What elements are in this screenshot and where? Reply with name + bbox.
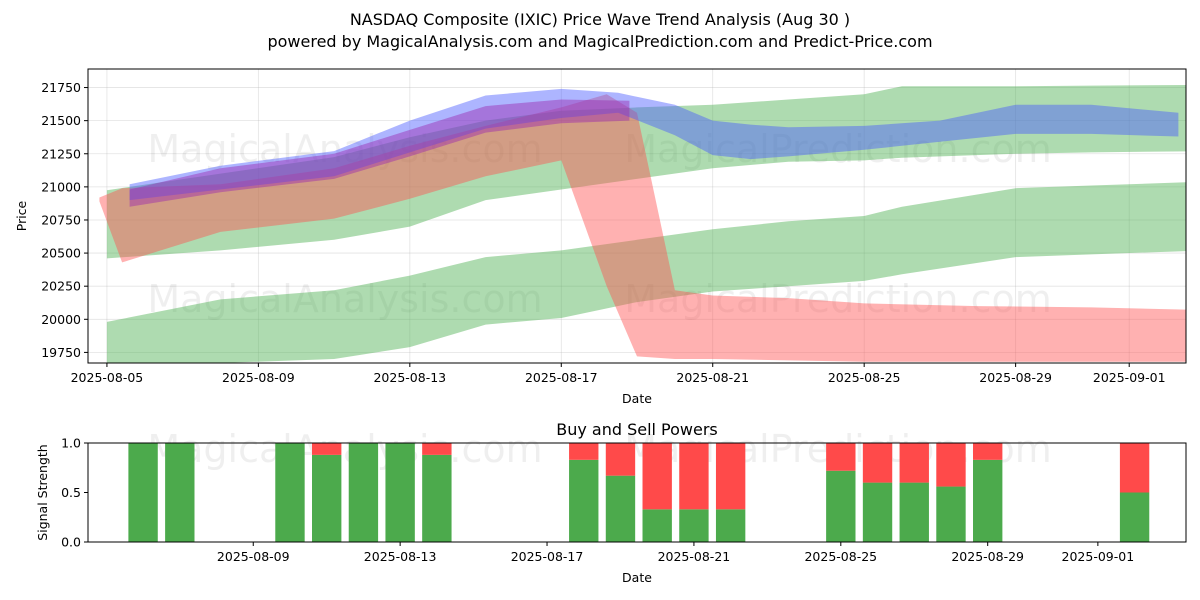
plot-frame: [87, 68, 1187, 364]
x-tick-label: 2025-08-25: [804, 549, 877, 564]
sell-bar: [715, 443, 746, 510]
x-tick-label: 2025-09-01: [1062, 549, 1135, 564]
watermark-text: MagicalPrediction.com: [624, 127, 1052, 171]
y-tick-label: 1.0: [61, 436, 81, 451]
x-tick-label: 2025-08-13: [373, 370, 446, 385]
x-tick-label: 2025-08-29: [979, 370, 1052, 385]
sell-bar: [899, 443, 929, 483]
x-tick-label: 2025-08-09: [222, 370, 295, 385]
buy-sell-plot: MagicalAnalysis.comMagicalPrediction.com…: [35, 420, 1187, 585]
sell-bar: [936, 443, 966, 487]
y-axis-label: Signal Strength: [35, 444, 50, 540]
buy-bar: [679, 509, 709, 542]
buy-bar: [605, 475, 636, 542]
buy-bar: [826, 470, 856, 542]
x-tick-label: 2025-08-17: [511, 549, 584, 564]
y-tick-label: 21000: [41, 179, 81, 194]
y-tick-label: 20250: [41, 279, 81, 294]
sell-bar: [605, 443, 636, 476]
x-tick-label: 2025-08-13: [364, 549, 437, 564]
y-tick-label: 20500: [41, 246, 81, 261]
x-axis-label: Date: [622, 570, 652, 585]
x-tick-label: 2025-08-21: [658, 549, 731, 564]
buy-bar: [275, 443, 305, 542]
sell-bar: [569, 443, 599, 460]
chart-subtitle: powered by MagicalAnalysis.com and Magic…: [267, 32, 932, 51]
x-tick-label: 2025-09-01: [1093, 370, 1166, 385]
series-band-purple-wave: [129, 99, 630, 207]
sell-bar: [862, 443, 893, 483]
buy-bar: [862, 482, 893, 542]
watermark-text: MagicalAnalysis.com: [147, 127, 542, 171]
x-tick-label: 2025-08-09: [217, 549, 290, 564]
buy-bar: [642, 509, 672, 542]
sell-bar: [679, 443, 709, 510]
y-axis-label: Price: [14, 200, 29, 231]
x-tick-label: 2025-08-05: [71, 370, 144, 385]
buy-bar: [422, 454, 452, 542]
y-tick-label: 19750: [41, 345, 81, 360]
series-band-red-band: [99, 94, 1186, 362]
sell-bar: [1119, 443, 1150, 493]
series-band-green-band-upper: [106, 85, 1186, 259]
buy-bar: [973, 459, 1003, 542]
series-band-green-band-middle: [106, 182, 1186, 363]
x-tick-label: 2025-08-29: [951, 549, 1024, 564]
sell-bar: [973, 443, 1003, 460]
price-wave-plot: MagicalAnalysis.com MagicalPrediction.com…: [14, 68, 1187, 406]
x-tick-label: 2025-08-25: [828, 370, 901, 385]
buy-bar: [312, 454, 342, 542]
sell-bar: [826, 443, 856, 471]
y-tick-label: 0.5: [61, 485, 81, 500]
y-tick-label: 21250: [41, 146, 81, 161]
watermark-text: MagicalAnalysis.com: [147, 277, 542, 321]
series-bands: [99, 85, 1186, 363]
sell-bar: [642, 443, 672, 510]
buy-bar: [569, 459, 599, 542]
y-tick-label: 21750: [41, 80, 81, 95]
buy-bar: [715, 509, 746, 542]
buy-bar: [348, 443, 379, 542]
buy-bar: [1119, 492, 1150, 542]
y-tick-label: 0.0: [61, 535, 81, 550]
subplot-title: Buy and Sell Powers: [556, 420, 718, 439]
x-tick-label: 2025-08-21: [676, 370, 749, 385]
sell-bar: [312, 443, 342, 455]
watermark-text: MagicalPrediction.com: [624, 277, 1052, 321]
y-tick-label: 20000: [41, 312, 81, 327]
buy-bar: [165, 443, 195, 542]
x-axis-label: Date: [622, 391, 652, 406]
buy-bar: [385, 443, 415, 542]
sell-bar: [422, 443, 452, 455]
x-tick-label: 2025-08-17: [525, 370, 598, 385]
buy-bar: [899, 482, 929, 542]
y-tick-label: 20750: [41, 212, 81, 227]
series-band-blue-wave: [129, 88, 1179, 201]
buy-bar: [128, 443, 158, 542]
y-tick-label: 21500: [41, 113, 81, 128]
chart-title: NASDAQ Composite (IXIC) Price Wave Trend…: [350, 10, 850, 29]
watermark-text: MagicalAnalysis.com: [147, 427, 542, 471]
buy-bar: [936, 486, 966, 542]
